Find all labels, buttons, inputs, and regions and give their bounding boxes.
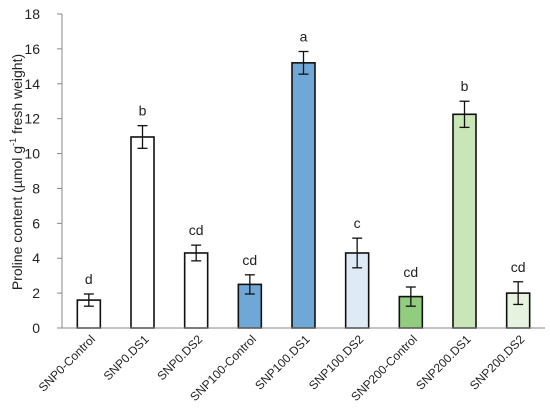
bar-SNP0.DS2 xyxy=(183,252,209,329)
y-axis-title-main: Proline content (µmol g xyxy=(9,146,25,290)
significance-labels: d b cd cd a c cd b cd xyxy=(85,29,526,287)
error-bar-SNP100-Control xyxy=(244,274,255,295)
significance-label-SNP200.DS1: b xyxy=(461,78,469,94)
significance-label-SNP0.DS1: b xyxy=(139,103,147,119)
error-bar-SNP0-Control xyxy=(83,293,94,307)
y-tick-label: 6 xyxy=(32,215,40,231)
significance-label-SNP0-Control: d xyxy=(85,271,93,287)
y-tick-label: 10 xyxy=(24,146,40,162)
significance-label-SNP100.DS2: c xyxy=(354,215,361,231)
category-label: SNP100.DS1 xyxy=(252,332,313,393)
y-tick-label: 8 xyxy=(32,180,40,196)
bar-SNP200.DS1 xyxy=(452,113,477,329)
error-bars xyxy=(83,50,524,307)
y-tick-label: 2 xyxy=(32,285,40,301)
category-label: SNP0.DS2 xyxy=(154,332,205,383)
y-axis-title: Proline content (µmol g-1 fresh weight) xyxy=(8,54,25,290)
y-tick-label: 16 xyxy=(24,41,40,57)
bar-SNP0.DS1 xyxy=(130,136,155,329)
y-tick-label: 18 xyxy=(24,6,40,22)
y-axis-ticks: 0 2 4 6 8 10 12 14 16 18 xyxy=(24,6,62,336)
category-labels: SNP0-Control SNP0.DS1 SNP0.DS2SNP100-Contr… xyxy=(36,332,528,404)
significance-label-SNP100.DS1: a xyxy=(300,29,308,45)
y-tick-label: 4 xyxy=(32,250,40,266)
significance-label-SNP200.DS2: cd xyxy=(511,259,526,275)
category-label: SNP200.DS2 xyxy=(467,332,528,393)
error-bar-SNP0.DS2 xyxy=(191,244,202,262)
error-bar-SNP200.DS2 xyxy=(513,281,524,306)
error-bar-SNP200-Control xyxy=(405,286,416,307)
y-axis-title-superscript: -1 xyxy=(8,138,18,146)
y-tick-label: 0 xyxy=(32,320,40,336)
error-bar-SNP100.DS1 xyxy=(298,50,309,75)
y-tick-label: 12 xyxy=(24,111,40,127)
y-tick-label: 14 xyxy=(24,76,40,92)
category-label: SNP200.DS1 xyxy=(413,332,474,393)
error-bar-SNP100.DS2 xyxy=(352,237,363,269)
error-bar-SNP200.DS1 xyxy=(459,100,470,129)
category-label: SNP0-Control xyxy=(36,332,98,394)
significance-label-SNP100-Control: cd xyxy=(242,252,257,268)
significance-label-SNP0.DS2: cd xyxy=(189,222,204,238)
significance-label-SNP200-Control: cd xyxy=(403,264,418,280)
bar-SNP100.DS1 xyxy=(291,62,316,329)
error-bar-SNP0.DS1 xyxy=(137,124,148,149)
y-axis-title-unit: fresh weight) xyxy=(9,54,25,138)
category-label: SNP0.DS1 xyxy=(101,332,152,383)
